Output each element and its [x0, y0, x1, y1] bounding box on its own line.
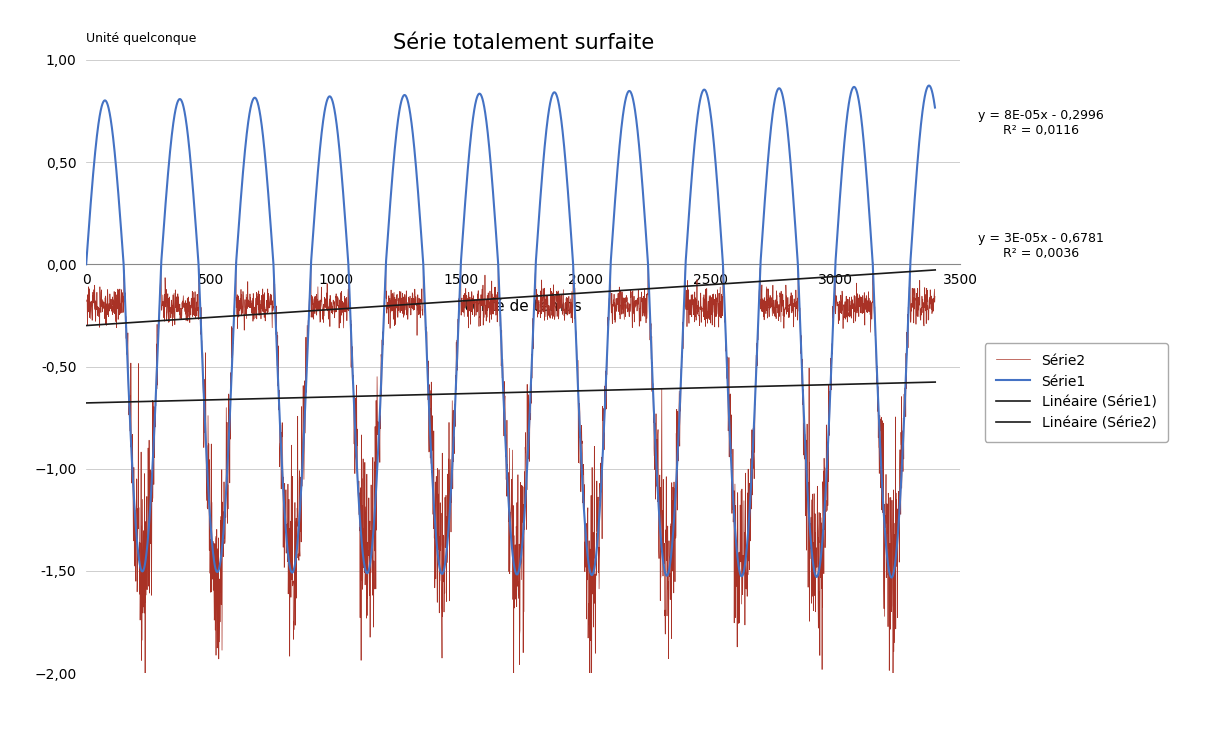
- Série1: [928, 103, 943, 112]
- Title: Série totalement surfaite: Série totalement surfaite: [393, 33, 654, 52]
- Série2: [875, 417, 890, 426]
- Série2: [528, 255, 543, 264]
- Legend: Série2, Série1, Linéaire (Série1), Linéaire (Série2): Série2, Série1, Linéaire (Série1), Linéa…: [985, 343, 1167, 442]
- Line: Série1: Série1: [86, 85, 936, 577]
- Série2: [660, 611, 675, 620]
- Série1: [782, 142, 796, 151]
- Série2: [782, 310, 796, 319]
- Série1: [884, 573, 899, 582]
- Série1: [79, 260, 94, 269]
- Série1: [835, 165, 849, 174]
- X-axis label: Unité de temps: Unité de temps: [464, 298, 582, 314]
- Série2: [585, 709, 599, 718]
- Text: y = 8E-05x - 0,2996
R² = 0,0116: y = 8E-05x - 0,2996 R² = 0,0116: [977, 109, 1103, 137]
- Text: Unité quelconque: Unité quelconque: [86, 32, 197, 45]
- Line: Série2: Série2: [86, 260, 936, 714]
- Série2: [79, 295, 94, 304]
- Série2: [518, 472, 533, 481]
- Série1: [518, 482, 533, 491]
- Série1: [875, 479, 890, 488]
- Série1: [922, 81, 937, 90]
- Série1: [582, 566, 597, 575]
- Text: y = 3E-05x - 0,6781
R² = 0,0036: y = 3E-05x - 0,6781 R² = 0,0036: [977, 232, 1103, 260]
- Série2: [928, 292, 943, 301]
- Série1: [659, 571, 673, 580]
- Série2: [835, 304, 849, 313]
- Série2: [582, 545, 597, 554]
